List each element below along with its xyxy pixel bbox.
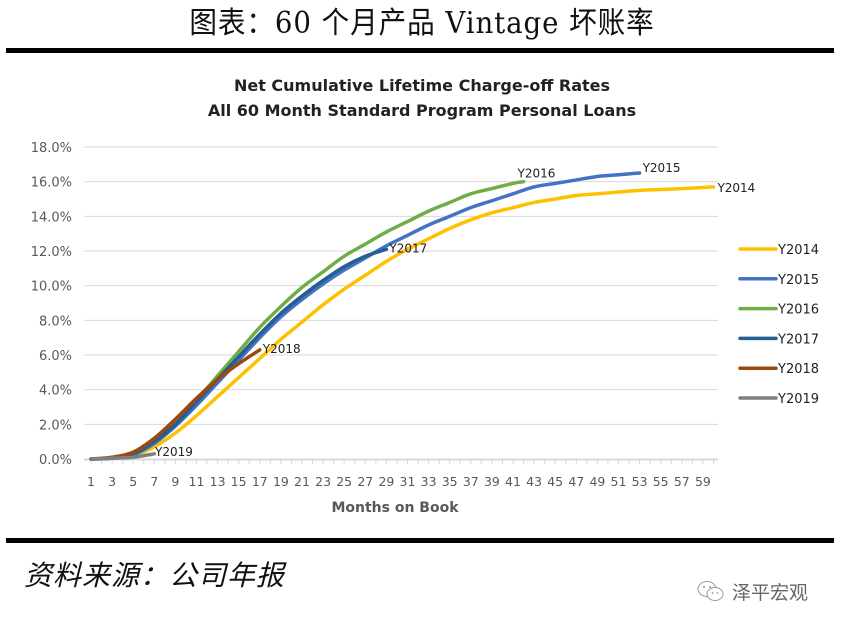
legend-label: Y2018 xyxy=(777,362,819,377)
x-tick-label: 5 xyxy=(129,474,137,489)
line-chart: 0.0% 2.0% 4.0% 6.0% 8.0% 10.0% 12.0% 14.0% 16.0%… xyxy=(31,141,819,516)
series-line-y2019 xyxy=(89,452,157,461)
y-tick-label: 4.0% xyxy=(39,384,72,399)
x-tick-label: 25 xyxy=(336,474,352,489)
series-end-label: Y2018 xyxy=(262,342,301,356)
chart-title: Net Cumulative Lifetime Charge-off Rates xyxy=(233,76,611,95)
x-tick-label: 13 xyxy=(210,474,226,489)
y-axis-ticks: 0.0% 2.0% 4.0% 6.0% 8.0% 10.0% 12.0% 14.0% 16.0%… xyxy=(31,141,72,468)
series-end-label: Y2019 xyxy=(154,445,193,459)
legend-label: Y2017 xyxy=(777,332,819,347)
series-line-y2018 xyxy=(89,348,262,461)
y-tick-label: 2.0% xyxy=(39,418,72,433)
top-divider xyxy=(6,48,834,53)
x-tick-label: 55 xyxy=(653,474,669,489)
series-end-label: Y2016 xyxy=(517,167,556,181)
x-tick-label: 3 xyxy=(108,474,116,489)
x-tick-label: 9 xyxy=(171,474,179,489)
x-tick-label: 17 xyxy=(252,474,268,489)
bottom-divider xyxy=(6,538,834,543)
chart-subtitle: All 60 Month Standard Program Personal L… xyxy=(207,101,637,120)
chart-legend: Y2014 Y2015 Y2016 Y2017 Y2018 Y2019 xyxy=(738,243,819,407)
series-end-label: Y2014 xyxy=(716,181,755,195)
y-tick-label: 12.0% xyxy=(31,245,72,260)
wechat-icon xyxy=(697,580,724,601)
series-end-label: Y2017 xyxy=(388,241,427,255)
series-line-y2014 xyxy=(89,185,716,461)
x-tick-label: 31 xyxy=(400,474,416,489)
x-tick-label: 57 xyxy=(674,474,690,489)
legend-label: Y2015 xyxy=(777,273,819,288)
series-end-label: Y2015 xyxy=(642,161,681,175)
x-tick-label: 53 xyxy=(632,474,648,489)
x-tick-label: 27 xyxy=(357,474,373,489)
series-lines xyxy=(89,171,716,461)
x-tick-label: 39 xyxy=(484,474,500,489)
x-tick-label: 45 xyxy=(547,474,563,489)
watermark-text: 泽平宏观 xyxy=(732,582,809,604)
x-tick-label: 21 xyxy=(294,474,310,489)
x-tick-label: 37 xyxy=(463,474,479,489)
gridlines xyxy=(84,146,718,464)
x-tick-label: 41 xyxy=(505,474,521,489)
y-tick-label: 0.0% xyxy=(39,453,72,468)
x-tick-label: 47 xyxy=(568,474,584,489)
x-tick-label: 15 xyxy=(231,474,247,489)
x-tick-label: 7 xyxy=(150,474,158,489)
legend-label: Y2016 xyxy=(777,303,819,318)
x-tick-label: 43 xyxy=(526,474,542,489)
page-title: 图表：60 个月产品 Vintage 坏账率 xyxy=(189,6,655,41)
x-tick-label: 11 xyxy=(189,474,205,489)
x-tick-label: 59 xyxy=(695,474,711,489)
x-tick-label: 33 xyxy=(421,474,437,489)
watermark: 泽平宏观 xyxy=(696,578,808,605)
x-tick-label: 1 xyxy=(87,474,95,489)
x-tick-label: 19 xyxy=(273,474,289,489)
y-tick-label: 8.0% xyxy=(39,314,72,329)
legend-label: Y2019 xyxy=(777,392,819,407)
source-note: 资料来源：公司年报 xyxy=(24,559,286,592)
x-tick-label: 51 xyxy=(611,474,627,489)
x-axis-ticks: 1 3 5 7 9 11 13 15 17 19 21 23 25 27 29 31 33 35 37 39 41 43 4… xyxy=(87,474,711,489)
x-tick-label: 49 xyxy=(589,474,605,489)
x-axis-label: Months on Book xyxy=(331,500,459,516)
y-tick-label: 18.0% xyxy=(31,141,72,156)
y-tick-label: 6.0% xyxy=(39,349,72,364)
y-tick-label: 16.0% xyxy=(31,176,72,191)
legend-label: Y2014 xyxy=(777,243,819,258)
x-tick-label: 29 xyxy=(378,474,394,489)
series-line-y2017 xyxy=(89,247,389,461)
y-tick-label: 14.0% xyxy=(31,210,72,225)
x-tick-label: 35 xyxy=(442,474,458,489)
x-tick-label: 23 xyxy=(315,474,331,489)
series-end-labels: Y2014 Y2015 Y2016 Y2017 Y2018 Y2019 xyxy=(154,161,755,459)
y-tick-label: 10.0% xyxy=(31,280,72,295)
